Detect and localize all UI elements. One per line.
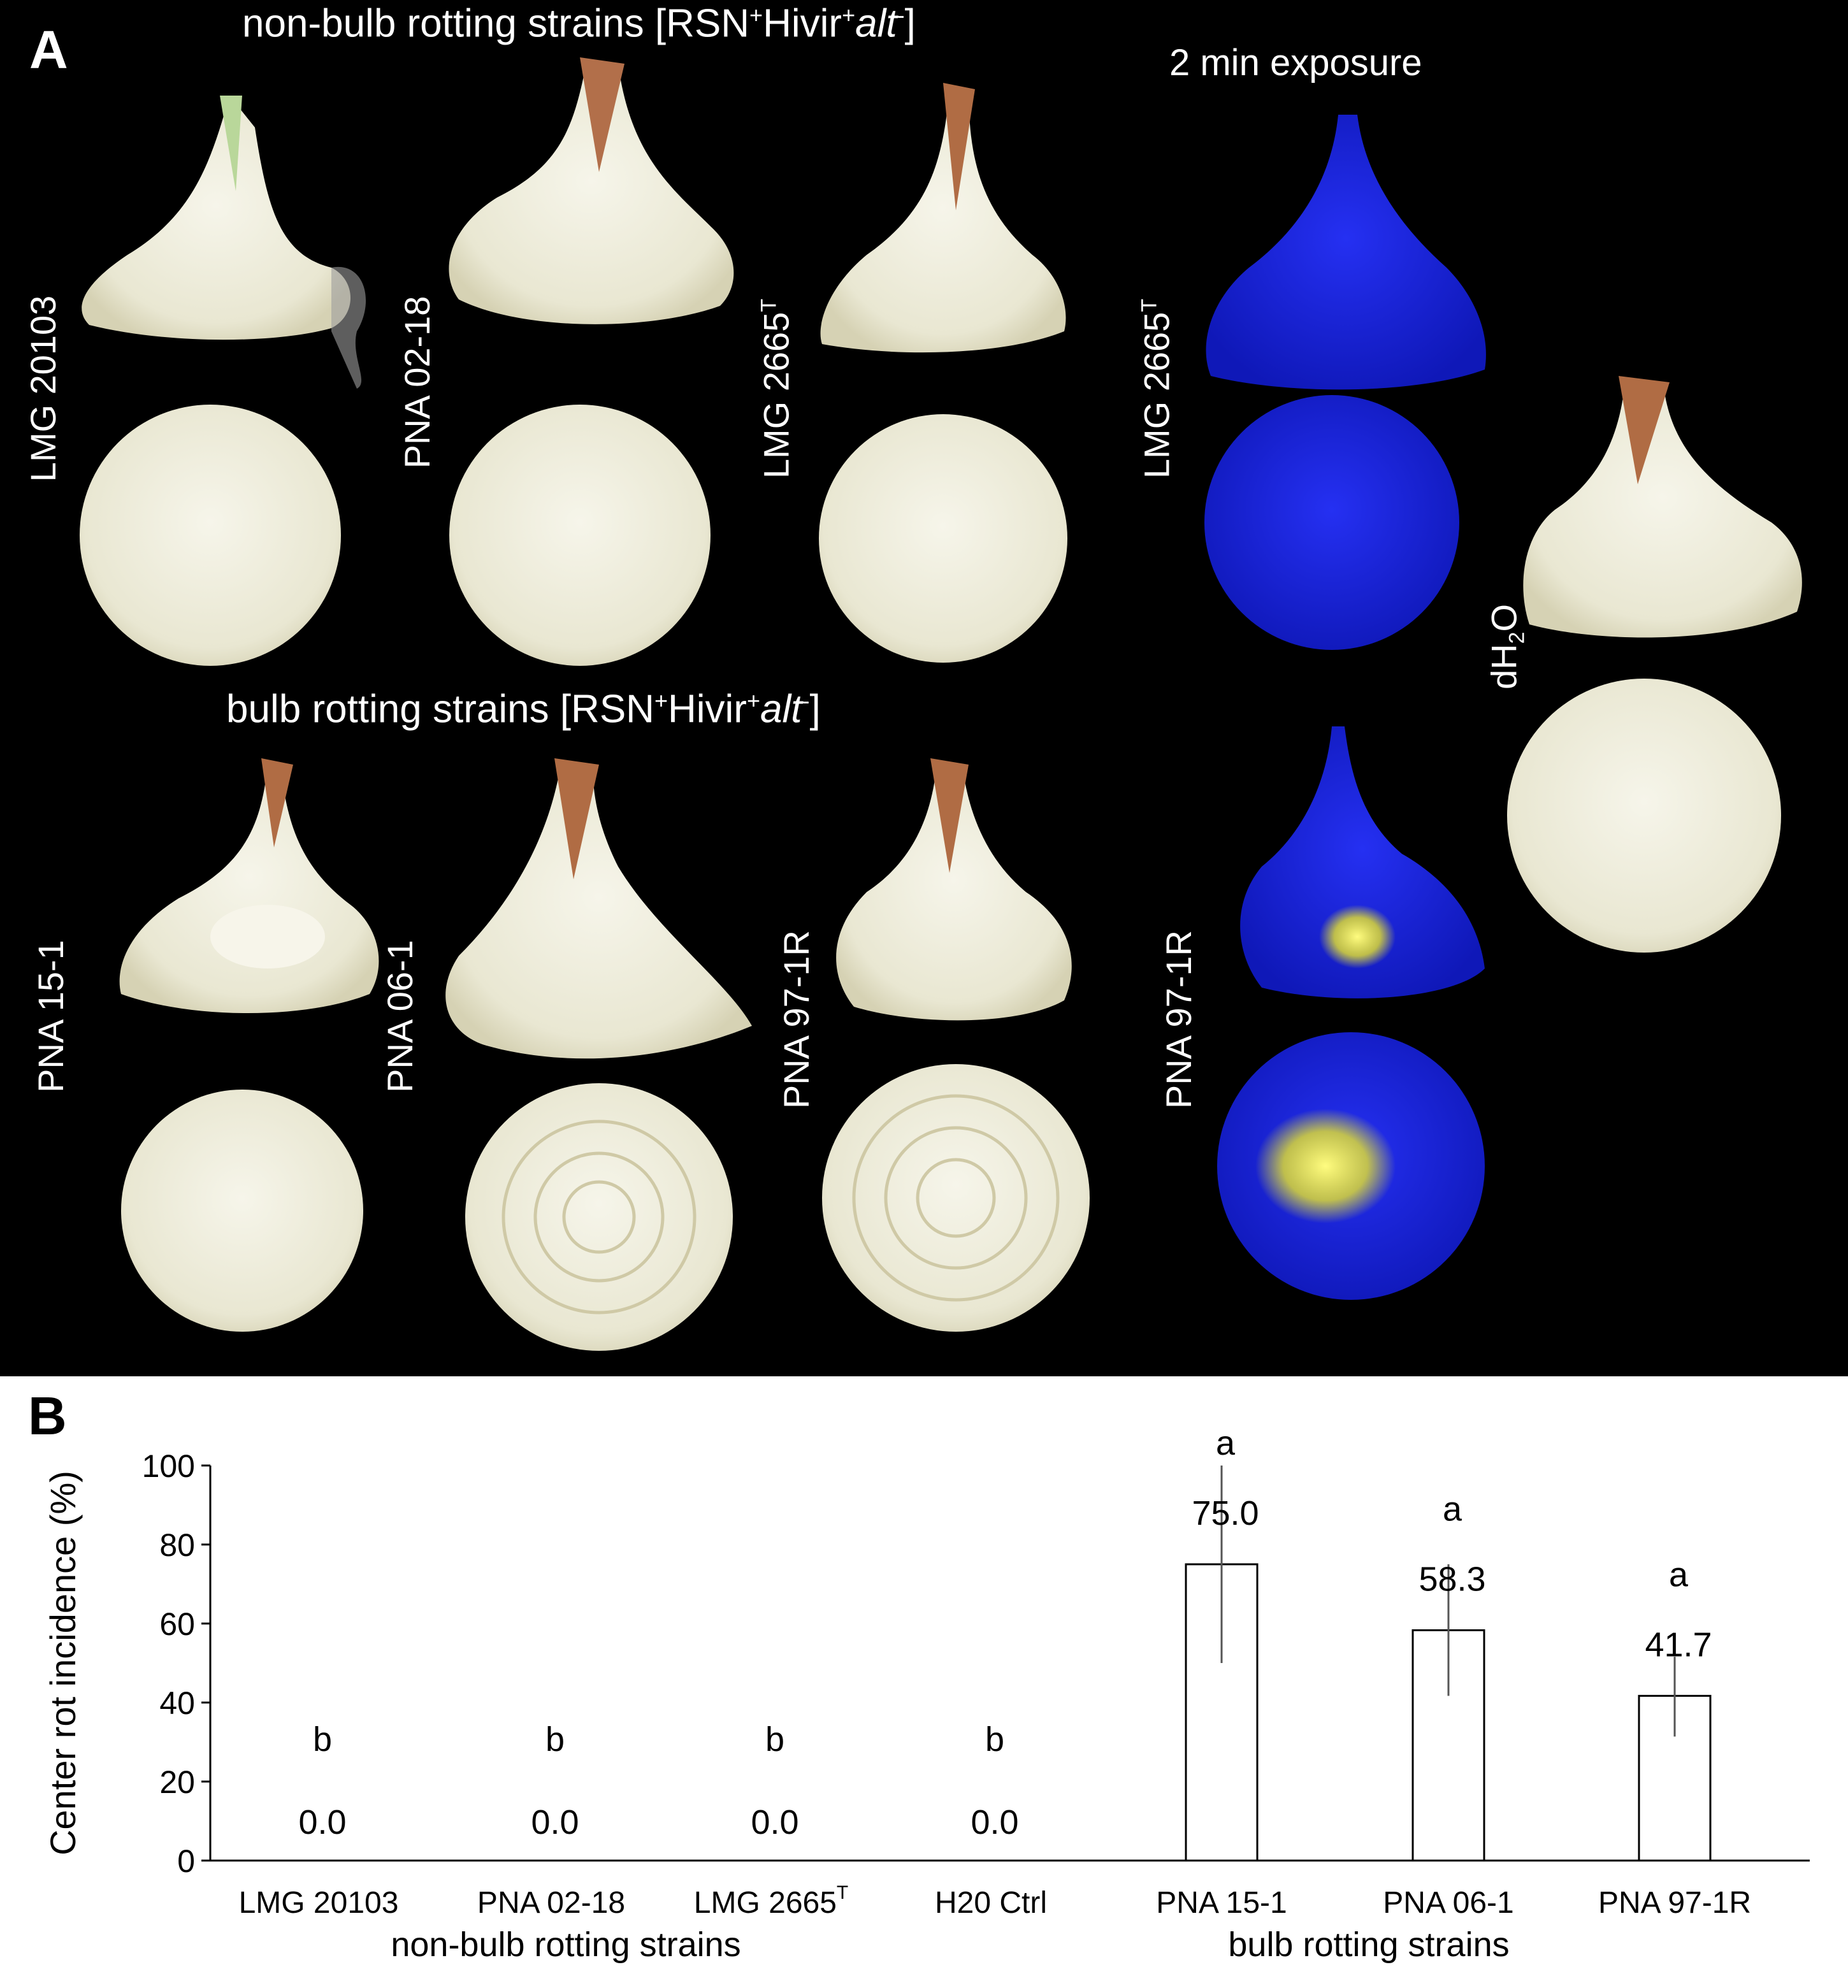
y-axis-label: Center rot incidence (%) bbox=[43, 1471, 83, 1855]
y-tick-label-1: 20 bbox=[159, 1764, 195, 1800]
onion-half-dh2o bbox=[1523, 376, 1802, 638]
onion-half-lmg2665 bbox=[820, 83, 1066, 353]
label-lmg2665-sup: T bbox=[756, 298, 781, 312]
onion-section-pna151 bbox=[121, 1090, 363, 1332]
value-label-2: 0.0 bbox=[751, 1803, 798, 1841]
bulb-heading-mid: Hivir bbox=[667, 687, 747, 731]
value-label-3: 0.0 bbox=[971, 1803, 1018, 1841]
label-dh2o-sub: 2 bbox=[1505, 631, 1529, 644]
x-tick-label-6: PNA 97-1R bbox=[1598, 1886, 1751, 1920]
onion-half-lmg2665-fluorescence bbox=[1206, 115, 1486, 390]
onion-section-lmg2665 bbox=[819, 414, 1067, 663]
onion-section-lmg20103 bbox=[80, 405, 341, 666]
non-bulb-heading: non-bulb rotting strains [RSN+Hivir+alt-… bbox=[242, 4, 916, 44]
significance-label-5: a bbox=[1443, 1490, 1462, 1529]
bar-chart: 0 20 40 60 80 100 Center rot incidence (%) 0.0 b… bbox=[43, 1424, 1810, 1964]
non-bulb-heading-mid: Hivir bbox=[763, 1, 842, 46]
onion-section-pna061 bbox=[465, 1083, 733, 1351]
onion-section-pna0218 bbox=[449, 405, 711, 666]
panel-b-letter: B bbox=[28, 1386, 67, 1446]
onion-section-dh2o bbox=[1507, 679, 1781, 953]
label-pna061: PNA 06-1 bbox=[380, 940, 420, 1093]
y-tick-label-4: 80 bbox=[159, 1527, 195, 1563]
x-group-label-left: non-bulb rotting strains bbox=[391, 1926, 740, 1964]
onion-half-pna971r bbox=[836, 758, 1072, 1021]
significance-label-6: a bbox=[1669, 1555, 1689, 1594]
value-label-1: 0.0 bbox=[531, 1803, 579, 1841]
value-label-5: 58.3 bbox=[1418, 1560, 1485, 1599]
x-tick-label-4: PNA 15-1 bbox=[1156, 1886, 1287, 1920]
value-label-4: 75.0 bbox=[1192, 1494, 1259, 1532]
bulb-heading-italic: alt bbox=[760, 687, 802, 731]
exposure-label: 2 min exposure bbox=[1169, 42, 1422, 83]
label-lmg20103: LMG 20103 bbox=[23, 295, 63, 482]
significance-label-1: b bbox=[545, 1720, 565, 1759]
x-group-label-right: bulb rotting strains bbox=[1228, 1926, 1509, 1964]
x-tick-label-1: PNA 02-18 bbox=[477, 1886, 625, 1920]
label-dh2o-d: dH bbox=[1483, 644, 1524, 690]
onion-half-pna151 bbox=[119, 758, 379, 1013]
significance-label-3: b bbox=[985, 1720, 1004, 1759]
bulb-heading-sup1: + bbox=[654, 688, 668, 714]
y-tick-label-2: 40 bbox=[159, 1685, 195, 1721]
x-tick-label-5: PNA 06-1 bbox=[1383, 1886, 1513, 1920]
y-tick-label-5: 100 bbox=[142, 1448, 195, 1484]
panel-a-photo: A non-bulb rotting strains [RSN+Hivir+al… bbox=[0, 0, 1848, 1376]
non-bulb-heading-sup3: - bbox=[897, 2, 905, 28]
non-bulb-heading-italic: alt bbox=[855, 1, 897, 46]
significance-label-2: b bbox=[765, 1720, 784, 1759]
onion-half-pna0218 bbox=[449, 57, 734, 324]
label-lmg2665-fluorescence: LMG 2665T bbox=[1136, 298, 1177, 479]
non-bulb-heading-tail: ] bbox=[904, 1, 916, 46]
non-bulb-heading-text: non-bulb rotting strains [RSN bbox=[242, 1, 750, 46]
label-pna971r: PNA 97-1R bbox=[776, 930, 816, 1109]
value-label-0: 0.0 bbox=[298, 1803, 346, 1841]
onion-section-pna971r-fluorescence bbox=[1217, 1032, 1485, 1300]
non-bulb-heading-sup1: + bbox=[749, 2, 763, 28]
y-tick-label-3: 60 bbox=[159, 1606, 195, 1642]
x-tick-label-superscript-2: T bbox=[837, 1882, 848, 1903]
label-lmg2665: LMG 2665T bbox=[756, 298, 797, 479]
panel-b-chart: B 0 20 40 60 80 100 Center rot incidence (%) 0.… bbox=[0, 1376, 1848, 1988]
bulb-heading-sup2: + bbox=[746, 688, 760, 714]
label-dh2o-o: O bbox=[1483, 603, 1524, 632]
label-pna971r-fluorescence: PNA 97-1R bbox=[1159, 930, 1199, 1109]
y-tick-label-0: 0 bbox=[177, 1843, 195, 1879]
bulb-heading-text: bulb rotting strains [RSN bbox=[226, 687, 654, 731]
bar-4 bbox=[1185, 1563, 1259, 1862]
onion-photos bbox=[80, 57, 1802, 1351]
label-lmg2665-fluorescence-base: LMG 2665 bbox=[1136, 312, 1177, 479]
bulb-heading: bulb rotting strains [RSN+Hivir+alt-] bbox=[226, 689, 821, 730]
value-label-6: 41.7 bbox=[1645, 1625, 1712, 1664]
x-tick-label-0: LMG 20103 bbox=[239, 1886, 399, 1920]
onion-section-pna971r bbox=[822, 1064, 1090, 1332]
bulb-heading-tail: ] bbox=[809, 687, 821, 731]
panel-a-letter: A bbox=[29, 20, 68, 80]
significance-label-4: a bbox=[1216, 1424, 1236, 1462]
label-pna0218: PNA 02-18 bbox=[397, 296, 437, 469]
onion-half-lmg20103 bbox=[82, 96, 366, 389]
x-tick-label-2: LMG 2665T bbox=[694, 1882, 848, 1920]
label-lmg2665-fluorescence-sup: T bbox=[1137, 298, 1162, 312]
label-dh2o: dH2O bbox=[1483, 603, 1529, 690]
onion-half-pna061 bbox=[445, 758, 752, 1059]
bulb-heading-sup3: - bbox=[802, 688, 810, 714]
onion-section-lmg2665-fluorescence bbox=[1204, 395, 1459, 650]
non-bulb-heading-sup2: + bbox=[842, 2, 856, 28]
label-pna151: PNA 15-1 bbox=[31, 940, 71, 1093]
x-tick-label-3: H20 Ctrl bbox=[935, 1886, 1047, 1920]
significance-label-0: b bbox=[313, 1720, 332, 1759]
label-lmg2665-base: LMG 2665 bbox=[756, 312, 797, 479]
onion-half-pna971r-fluorescence bbox=[1240, 726, 1485, 998]
